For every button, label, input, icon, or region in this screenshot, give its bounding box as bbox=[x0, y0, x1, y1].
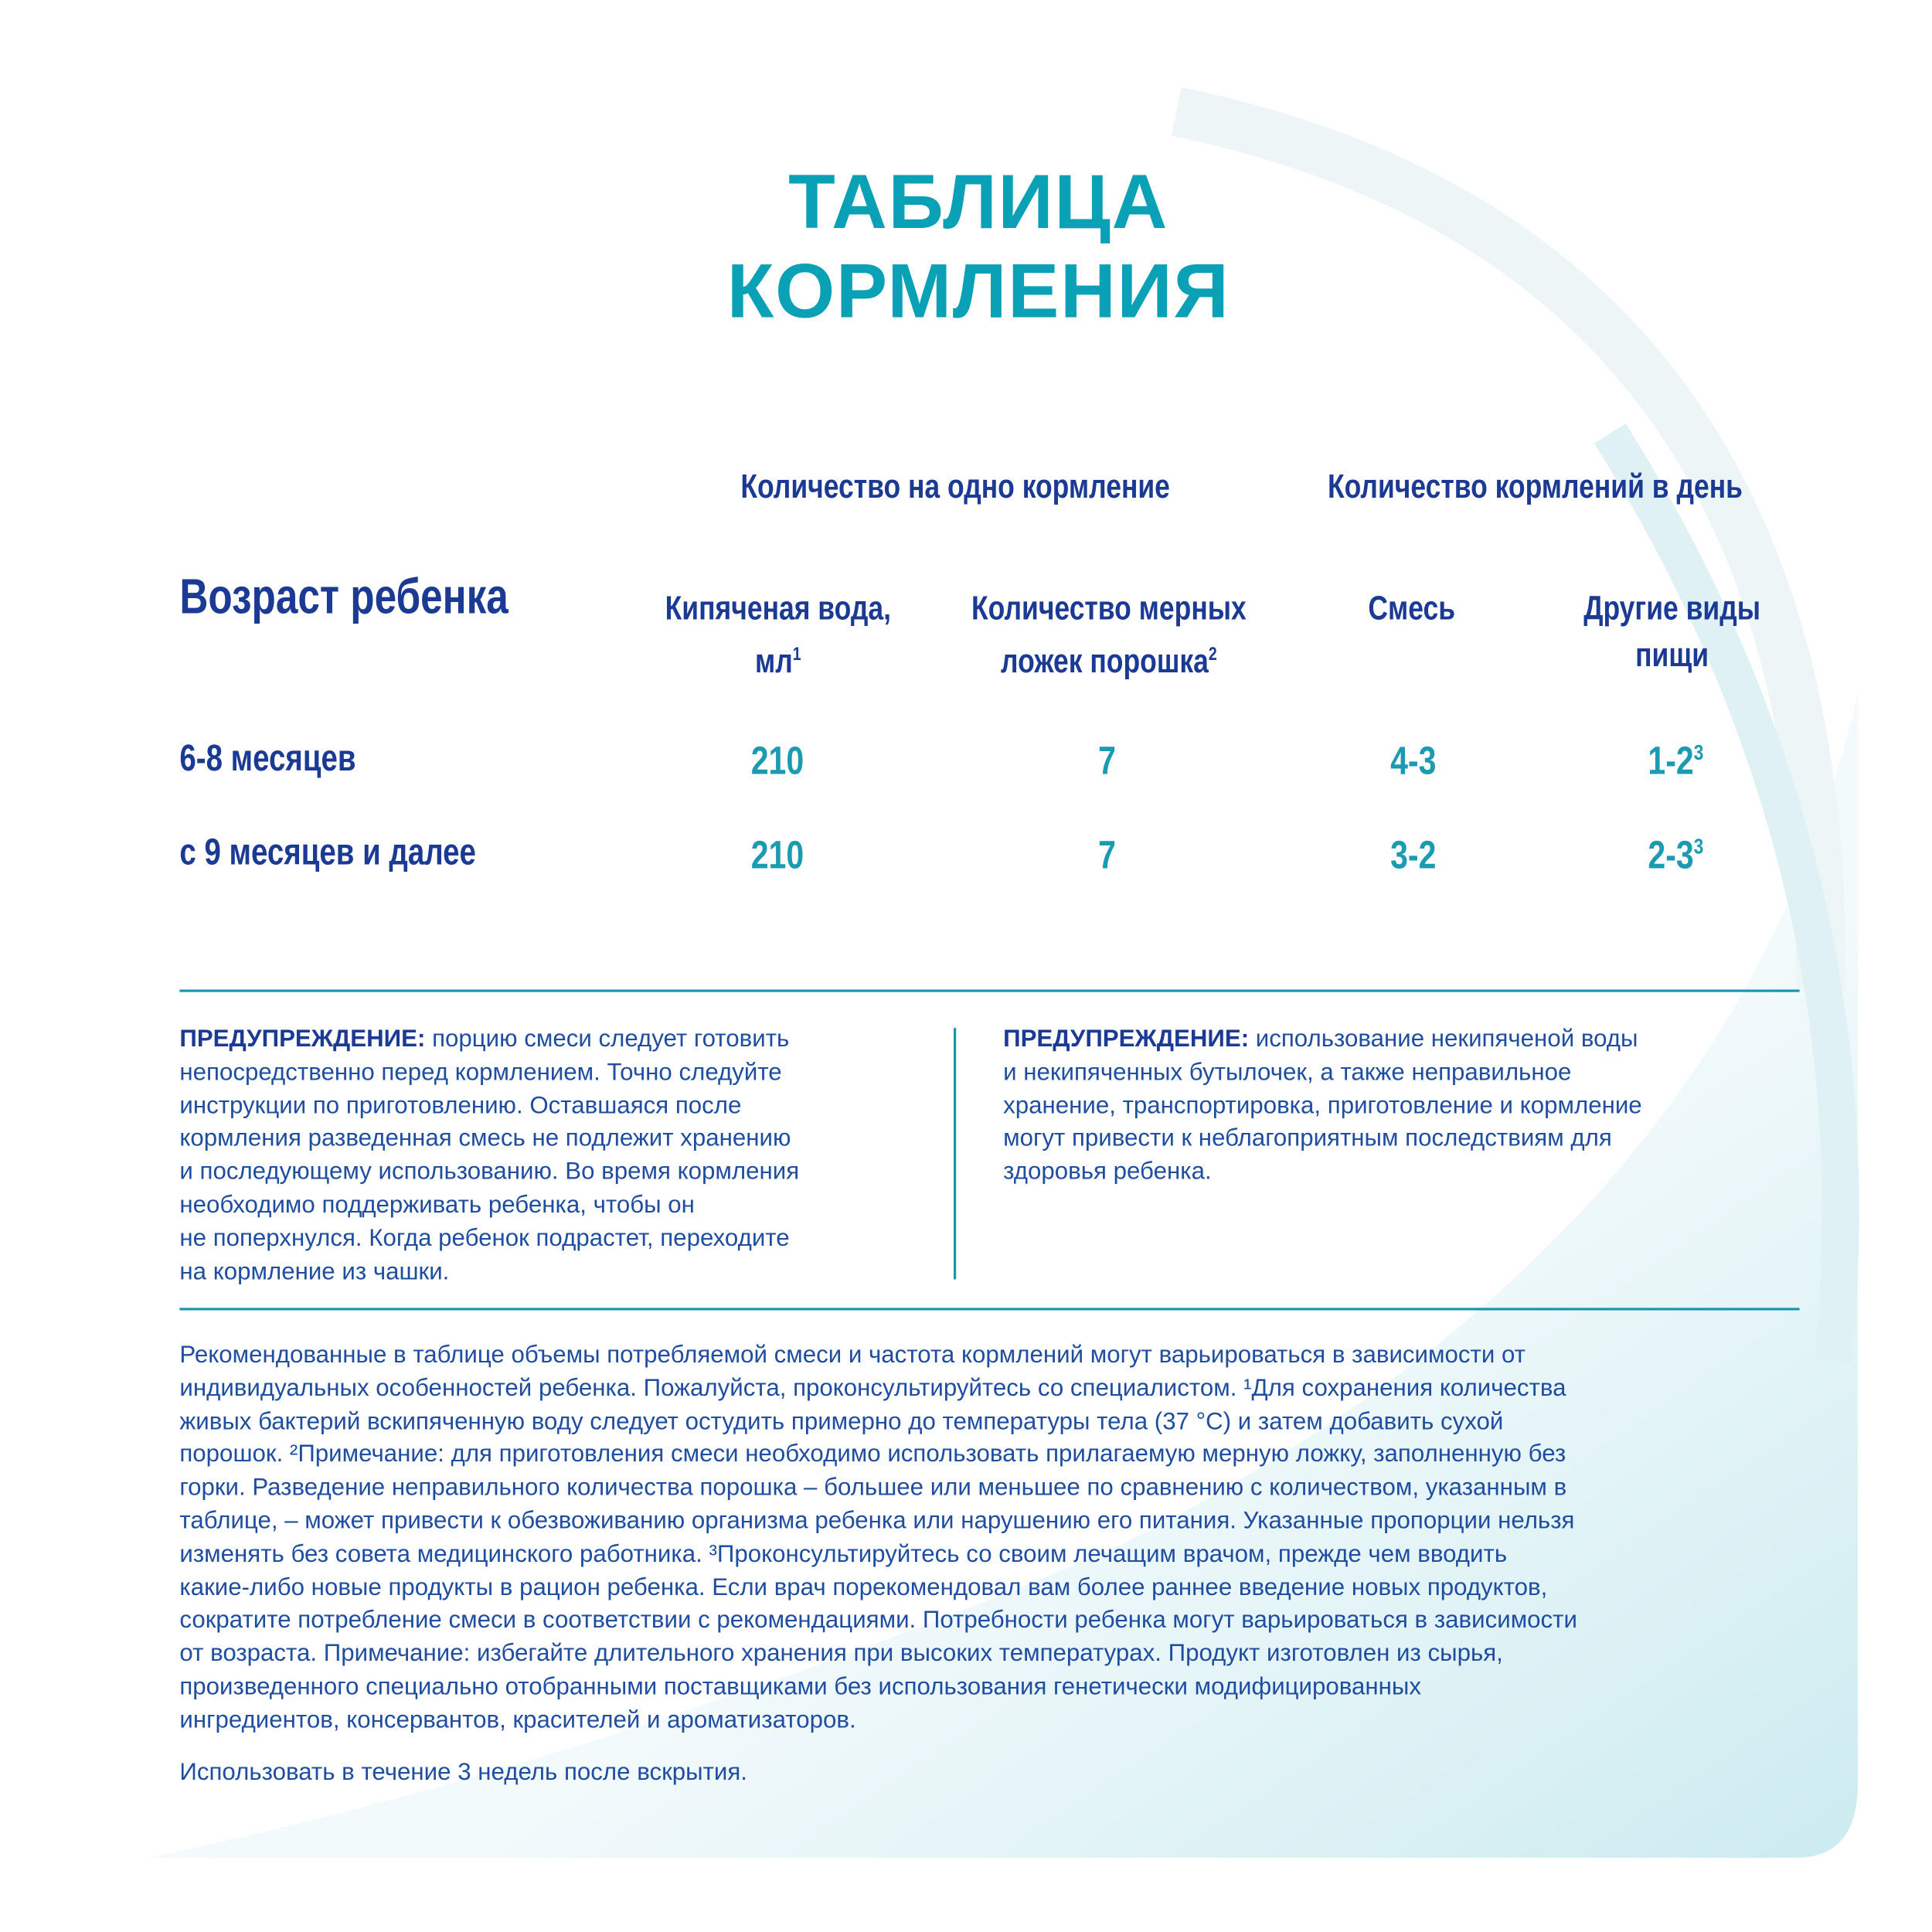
divider bbox=[179, 989, 1800, 992]
divider-vertical bbox=[954, 1028, 957, 1280]
page-title: ТАБЛИЦА КОРМЛЕНИЯ bbox=[0, 158, 1932, 337]
cell-spoons: 7 bbox=[1098, 738, 1117, 783]
footnotes: Рекомендованные в таблице объемы потребл… bbox=[179, 1338, 1801, 1736]
note-line: от возраста. Примечание: избегайте длите… bbox=[179, 1640, 1503, 1668]
usage-note: Использовать в течение 3 недель после вс… bbox=[179, 1758, 747, 1786]
column-header-other-food: Другие виды пищи bbox=[1583, 589, 1760, 674]
table-row-age: 6-8 месяцев bbox=[179, 738, 356, 780]
note-line: индивидуальных особенностей ребенка. Пож… bbox=[179, 1374, 1566, 1402]
cell-other: 1-23 bbox=[1648, 738, 1704, 783]
cell-spoons: 7 bbox=[1098, 832, 1117, 877]
note-line: таблице, – может привести к обезвоживани… bbox=[179, 1507, 1575, 1535]
group-header-per-feeding: Количество на одно кормление bbox=[740, 468, 1170, 505]
column-header-water: Кипяченая вода, мл1 bbox=[665, 589, 891, 680]
note-line: изменять без совета медицинского работни… bbox=[179, 1540, 1508, 1568]
cell-water: 210 bbox=[751, 738, 804, 783]
note-line: произведенного специально отобранными по… bbox=[179, 1673, 1422, 1701]
warning-hygiene: ПРЕДУПРЕЖДЕНИЕ: использование некипячено… bbox=[1003, 1025, 1642, 1185]
note-line: горки. Разведение неправильного количест… bbox=[179, 1474, 1567, 1502]
divider bbox=[179, 1308, 1800, 1311]
column-header-spoons: Количество мерных ложек порошка2 bbox=[971, 589, 1247, 680]
age-column-header: Возраст ребенка bbox=[179, 570, 509, 624]
note-line: Рекомендованные в таблице объемы потребл… bbox=[179, 1341, 1526, 1369]
note-line: сократите потребление смеси в соответств… bbox=[179, 1607, 1577, 1634]
table-row-age: с 9 месяцев и далее bbox=[179, 832, 476, 873]
note-line: ингредиентов, консервантов, красителей и… bbox=[179, 1706, 856, 1734]
cell-formula: 3-2 bbox=[1389, 832, 1437, 877]
column-header-formula: Смесь bbox=[1368, 589, 1456, 627]
cell-water: 210 bbox=[751, 832, 804, 877]
group-header-feedings-per-day: Количество кормлений в день bbox=[1327, 468, 1743, 505]
note-line: порошок. ²Примечание: для приготовления … bbox=[179, 1440, 1566, 1468]
note-line: какие-либо новые продукты в рацион ребен… bbox=[179, 1573, 1548, 1601]
cell-other: 2-33 bbox=[1648, 832, 1704, 877]
cell-formula: 4-3 bbox=[1389, 738, 1437, 783]
warning-preparation: ПРЕДУПРЕЖДЕНИЕ: порцию смеси следует гот… bbox=[179, 1025, 800, 1285]
note-line: живых бактерий вскипяченную воду следует… bbox=[179, 1407, 1504, 1435]
title-line-2: КОРМЛЕНИЯ bbox=[726, 249, 1230, 335]
title-line-1: ТАБЛИЦА bbox=[788, 159, 1168, 246]
